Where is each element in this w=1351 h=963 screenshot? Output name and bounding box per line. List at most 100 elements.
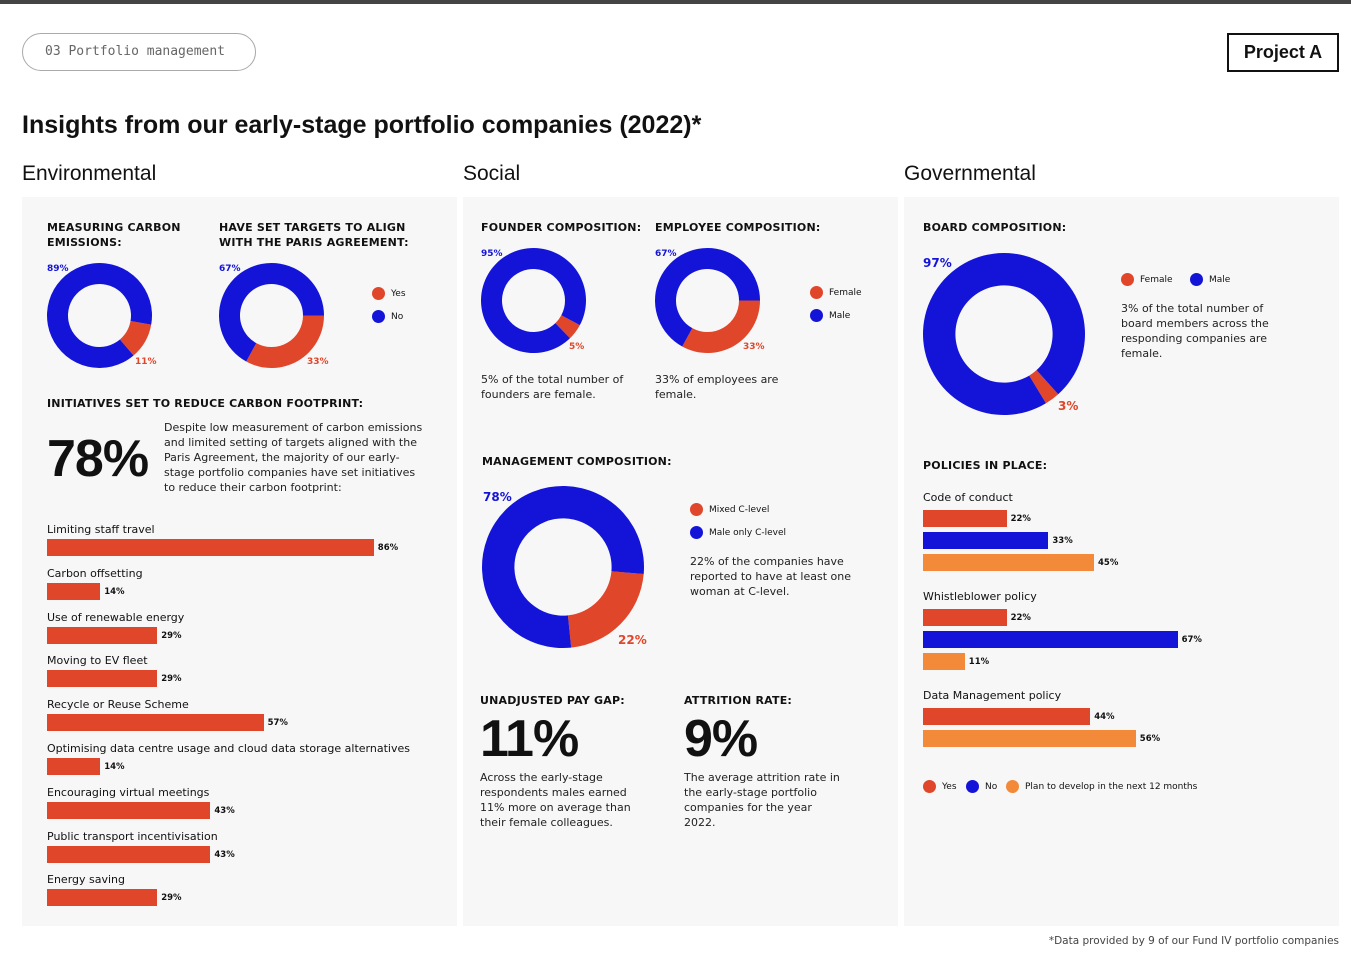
management-legend-male: Male only C-level [690,526,786,540]
policy-value: 44% [1094,712,1115,722]
initiative-bar [47,539,374,556]
management-mixed-slice [567,571,644,648]
initiative-value: 43% [214,805,235,816]
management-male-slice [482,486,644,648]
section-environmental: Environmental [22,162,157,185]
attrition-title: ATTRITION RATE: [684,694,793,707]
legend-label: Female [829,288,862,298]
initiative-bar [47,582,101,600]
initiative-bar [47,714,264,732]
project-badge[interactable]: Project A [1227,33,1339,72]
breadcrumb-pill[interactable]: 03 Portfolio management [22,33,256,71]
legend-label: Plan to develop in the next 12 months [1025,782,1198,792]
policies-legend-yes: Yes [923,780,957,794]
social-legend-male: Male [810,309,850,323]
social-legend-female: Female [810,286,862,300]
initiative-label: Optimising data centre usage and cloud d… [47,742,410,755]
legend-dot-red [372,287,385,300]
employee-male-label: 67% [655,249,677,259]
policy-value: 67% [1181,635,1202,645]
top-border [0,0,1351,4]
policy-bar [923,631,1178,648]
employee-donut-chart [655,248,760,353]
employee-female-label: 33% [743,342,765,352]
initiative-label: Carbon offsetting [47,566,143,580]
initiatives-big-stat: 78% [47,430,149,488]
initiative-label: Limiting staff travel [47,523,155,536]
section-governmental: Governmental [904,162,1036,185]
attrition-text: The average attrition rate in the early-… [684,771,840,829]
legend-dot-red [923,780,936,793]
initiative-label: Energy saving [47,873,125,887]
policy-value: 22% [1010,613,1031,623]
board-text: 3% of the total number of board members … [1121,302,1269,360]
founder-text: 5% of the total number of founders are f… [481,373,624,401]
paris-no-label: 67% [219,264,241,274]
paygap-value: 11% [480,710,579,768]
board-legend-male: Male [1190,273,1230,287]
policy-value: 56% [1139,734,1161,744]
policy-bar [923,510,1007,527]
legend-label: Male only C-level [709,528,787,538]
employee-title: EMPLOYEE COMPOSITION: [655,221,821,234]
policy-bar [923,708,1091,725]
policy-bar [923,730,1136,747]
policy-bar [923,554,1094,571]
section-social: Social [463,162,521,185]
legend-label: Mixed C-level [709,505,770,515]
board-title: BOARD COMPOSITION: [923,221,1067,234]
employee-male-slice [655,248,760,347]
legend-dot-red [1121,273,1134,286]
paris-title: HAVE SET TARGETS TO ALIGN WITH THE PARIS… [219,221,409,249]
initiatives-title: INITIATIVES SET TO REDUCE CARBON FOOTPRI… [47,397,364,410]
board-female-slice [1029,370,1059,404]
policy-bar [923,532,1049,549]
board-male-slice [923,252,1085,415]
paris-donut-chart [219,263,324,368]
initiative-label: Public transport incentivisation [47,829,218,843]
carbon-title: MEASURING CARBON EMISSIONS: [47,221,181,249]
policies-legend-no: No [966,780,997,794]
initiative-value: 29% [161,674,182,685]
initiative-label: Encouraging virtual meetings [47,785,210,799]
initiative-value: 57% [267,718,288,729]
legend-label: Male [1209,275,1231,285]
carbon-no-label: 89% [47,264,69,274]
legend-dot-red [690,503,703,516]
management-donut-chart [482,486,644,648]
policy-label: Data Management policy [923,689,1062,702]
initiative-bar [47,845,211,863]
legend-dot-blue [810,309,823,322]
legend-label: No [391,312,404,322]
founder-male-slice [481,248,586,354]
management-male-label: 78% [483,490,512,504]
paris-no-slice [219,263,324,362]
policy-value: 45% [1098,558,1119,568]
initiative-bar [47,626,158,644]
legend-label: Yes [942,782,957,792]
paris-yes-label: 33% [307,357,329,367]
legend-label: Female [1140,275,1173,285]
paris-yes-slice [246,315,324,368]
env-legend-no: No [372,310,403,324]
founder-title: FOUNDER COMPOSITION: [481,221,642,234]
initiative-label: Moving to EV fleet [47,654,148,668]
policy-label: Code of conduct [923,491,1013,504]
legend-dot-blue [372,310,385,323]
legend-label: Yes [391,289,406,299]
board-donut-chart [923,252,1085,415]
board-male-label: 97% [923,256,952,270]
policy-value: 33% [1052,536,1073,546]
initiative-value: 14% [104,586,125,597]
initiative-bar [47,758,101,775]
founder-female-label: 5% [569,342,585,352]
legend-label: No [985,782,998,792]
founder-female-slice [555,315,580,339]
management-title: MANAGEMENT COMPOSITION: [482,455,672,468]
policy-value: 22% [1010,514,1031,524]
initiative-value: 29% [161,630,182,641]
initiative-value: 43% [214,849,235,860]
initiative-value: 29% [161,893,182,904]
carbon-yes-slice [119,320,152,356]
policy-bar [923,653,965,670]
